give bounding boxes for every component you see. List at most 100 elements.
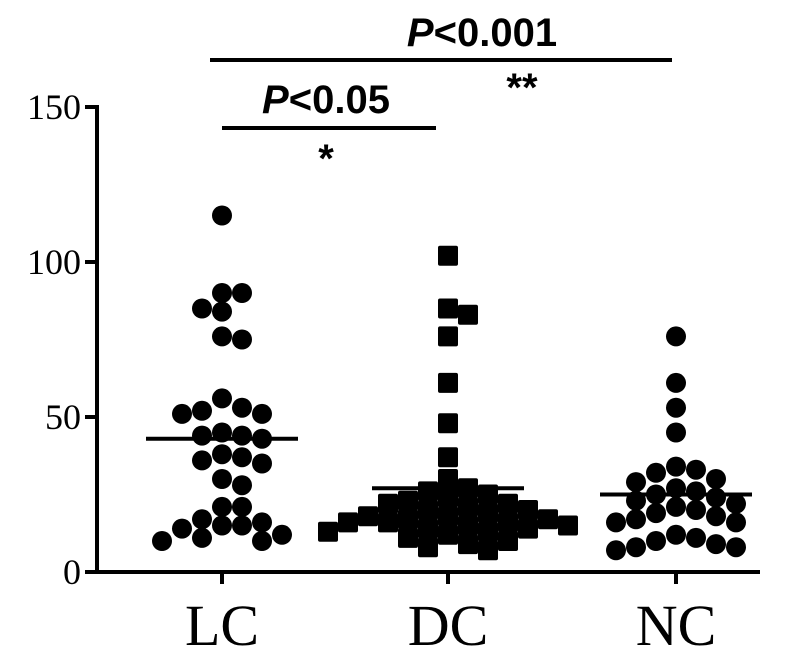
data-point-nc — [626, 537, 646, 558]
significance-label: P<0.001 — [407, 11, 557, 55]
data-point-nc — [666, 397, 686, 418]
data-point-dc — [438, 469, 458, 489]
data-point-nc — [666, 456, 686, 477]
data-point-nc — [706, 469, 726, 489]
data-point-nc — [686, 500, 706, 520]
data-point-lc — [192, 509, 212, 530]
data-point-nc — [686, 481, 706, 502]
data-point-lc — [192, 425, 212, 446]
data-point-nc — [706, 487, 726, 508]
data-point-nc — [666, 372, 686, 393]
data-point-lc — [232, 397, 252, 418]
data-point-lc — [232, 425, 252, 446]
data-point-dc — [418, 537, 438, 558]
data-point-dc — [438, 372, 458, 393]
data-point-dc — [458, 534, 478, 555]
data-point-dc — [498, 493, 518, 514]
data-point-dc — [338, 512, 358, 533]
data-point-dc — [438, 487, 458, 508]
data-point-lc — [192, 298, 212, 319]
data-point-dc — [438, 447, 458, 468]
data-point-nc — [726, 512, 746, 533]
data-point-lc — [232, 515, 252, 536]
y-tick-label: 150 — [27, 87, 81, 127]
y-tick-label: 50 — [45, 397, 81, 437]
data-point-lc — [152, 531, 172, 551]
data-point-lc — [212, 326, 232, 347]
data-point-nc — [666, 422, 686, 443]
data-point-dc — [458, 304, 478, 325]
data-point-dc — [378, 493, 398, 514]
significance-label: P<0.05 — [262, 78, 390, 122]
data-point-dc — [498, 531, 518, 551]
data-point-lc — [192, 527, 212, 548]
data-point-nc — [686, 459, 706, 480]
data-point-dc — [518, 518, 538, 539]
data-point-lc — [272, 524, 292, 545]
data-point-dc — [418, 500, 438, 520]
data-point-dc — [418, 481, 438, 502]
y-ticks: 0 50 100 150 — [27, 87, 97, 592]
data-point-nc — [726, 537, 746, 558]
data-point-dc — [438, 298, 458, 319]
data-point-nc — [706, 506, 726, 527]
data-point-dc — [478, 540, 498, 561]
data-point-lc — [252, 453, 272, 474]
data-point-nc — [646, 503, 666, 524]
data-point-lc — [232, 283, 252, 303]
data-point-dc — [438, 413, 458, 434]
data-point-dc — [478, 521, 498, 542]
data-point-lc — [252, 512, 272, 533]
x-category-label-dc: DC — [408, 593, 489, 656]
data-point-lc — [212, 301, 232, 322]
data-point-dc — [458, 515, 478, 536]
x-category-label-lc: LC — [185, 593, 259, 656]
y-tick-label: 0 — [63, 552, 81, 592]
data-point-lc — [172, 518, 192, 539]
data-point-dc — [398, 527, 418, 548]
data-point-lc — [212, 205, 232, 226]
data-point-nc — [646, 531, 666, 551]
data-point-lc — [232, 496, 252, 517]
data-points — [152, 205, 746, 561]
data-point-dc — [538, 509, 558, 530]
data-point-nc — [626, 472, 646, 493]
data-point-dc — [438, 245, 458, 266]
data-point-lc — [212, 444, 232, 465]
significance-stars: * — [318, 137, 334, 181]
x-category-labels: LC DC NC — [185, 572, 716, 656]
data-point-dc — [438, 506, 458, 527]
data-point-nc — [646, 462, 666, 483]
data-point-nc — [666, 524, 686, 545]
data-point-nc — [706, 534, 726, 555]
data-point-dc — [518, 500, 538, 520]
data-point-dc — [558, 515, 578, 536]
data-point-lc — [212, 283, 232, 303]
data-point-dc — [498, 512, 518, 533]
data-point-lc — [212, 515, 232, 536]
data-point-dc — [418, 518, 438, 539]
x-category-label-nc: NC — [636, 593, 717, 656]
data-point-lc — [212, 388, 232, 409]
data-point-nc — [686, 527, 706, 548]
data-point-dc — [438, 524, 458, 545]
data-point-lc — [212, 469, 232, 489]
data-point-dc — [318, 521, 338, 542]
data-point-nc — [606, 512, 626, 533]
data-point-lc — [232, 475, 252, 496]
data-point-dc — [478, 503, 498, 524]
data-point-nc — [666, 496, 686, 517]
data-point-lc — [252, 531, 272, 551]
data-point-lc — [172, 403, 192, 424]
significance-stars: ** — [506, 66, 538, 110]
data-point-dc — [458, 496, 478, 517]
data-point-lc — [232, 329, 252, 350]
data-point-lc — [192, 400, 212, 421]
data-point-dc — [398, 490, 418, 511]
data-point-dc — [438, 326, 458, 347]
data-point-dc — [378, 512, 398, 533]
data-point-nc — [606, 540, 626, 561]
data-point-lc — [192, 450, 212, 471]
